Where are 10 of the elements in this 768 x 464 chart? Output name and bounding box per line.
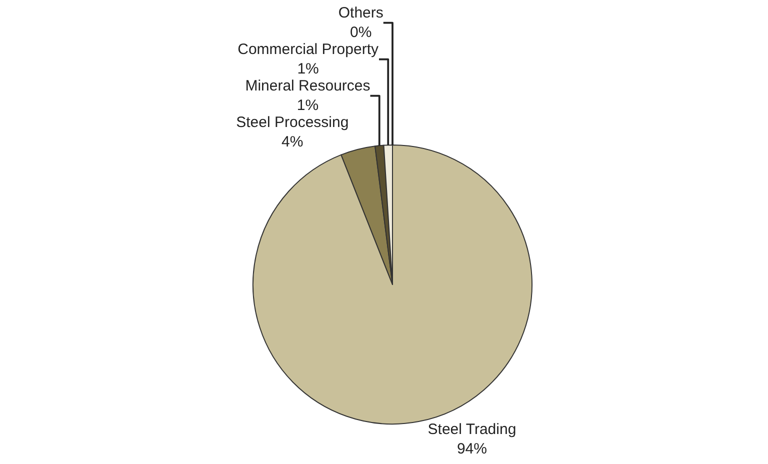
data-label: 94% bbox=[456, 440, 487, 458]
data-label: 1% bbox=[297, 60, 319, 78]
text: 0% bbox=[350, 24, 372, 42]
data-label: 4% bbox=[282, 134, 304, 151]
data-label: 1% bbox=[296, 97, 319, 114]
slice-label: Steel Processing bbox=[236, 114, 349, 132]
category-label: Others bbox=[338, 4, 384, 22]
slice-label: Mineral Resources bbox=[245, 78, 370, 95]
slice-label: Steel Trading bbox=[428, 420, 516, 438]
slice-label: Commercial Property bbox=[238, 41, 379, 58]
